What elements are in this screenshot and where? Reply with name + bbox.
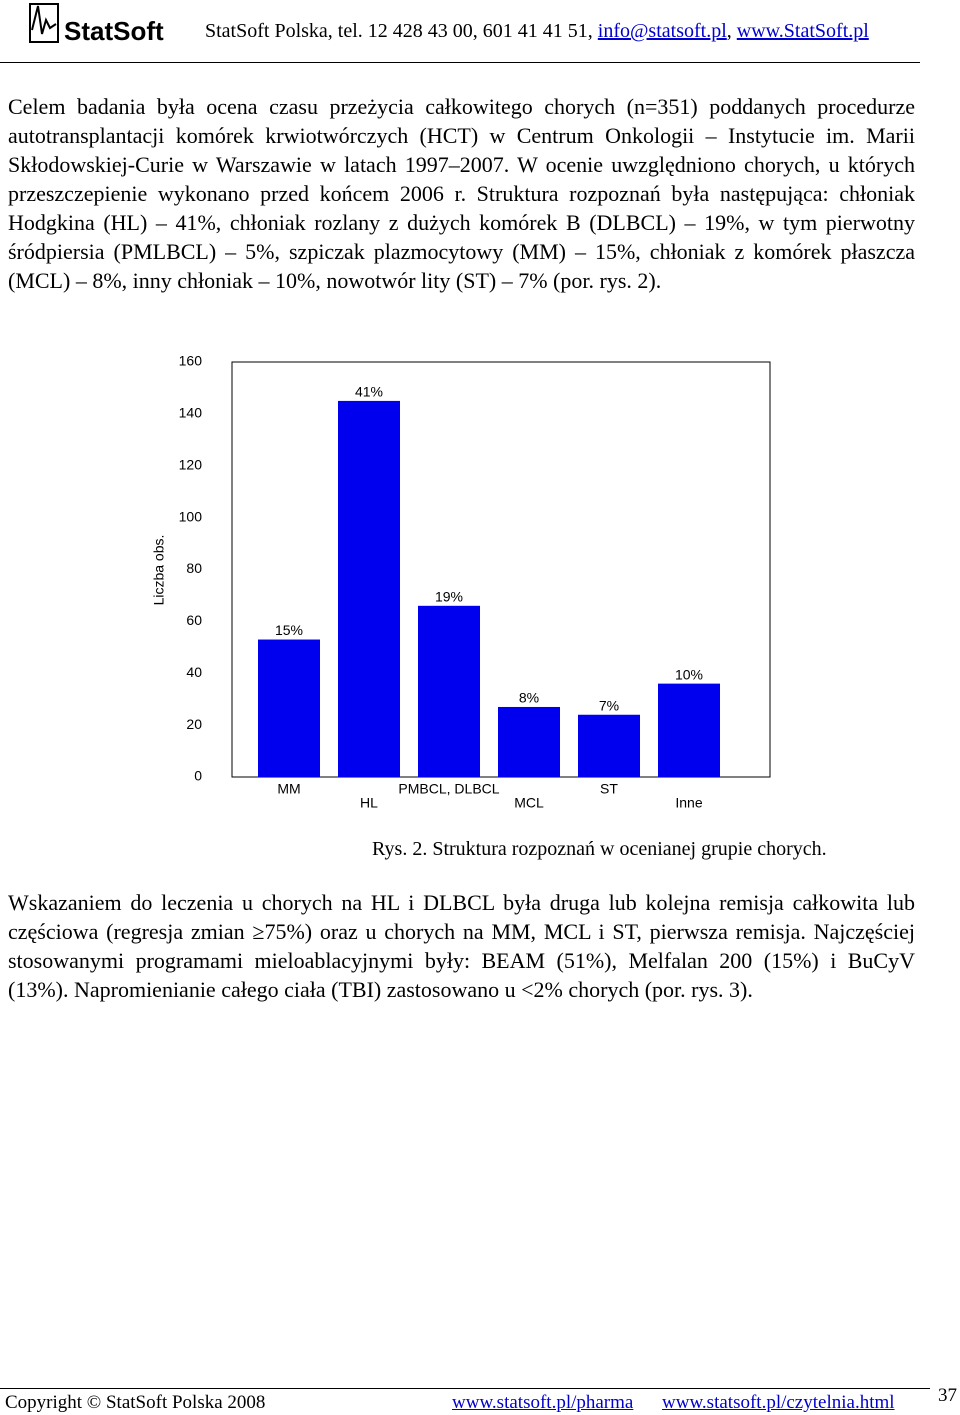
- value-label: 10%: [675, 666, 703, 682]
- logo-text: StatSoft: [64, 16, 164, 46]
- bar: [258, 639, 320, 777]
- y-tick-label: 20: [186, 716, 202, 732]
- bar: [578, 714, 640, 777]
- website-link[interactable]: www.StatSoft.pl: [736, 20, 869, 42]
- y-tick-label: 40: [186, 664, 202, 680]
- y-tick-label: 80: [186, 560, 202, 576]
- chart: Liczba obs. 0 20 40 60 80 100 120 140 160 15% MM 41…: [151, 353, 771, 811]
- bar: [338, 400, 400, 777]
- value-label: 15%: [275, 622, 303, 638]
- contact: StatSoft Polska, tel. 12 428 43 00, 601 …: [205, 20, 593, 42]
- value-label: 19%: [435, 589, 463, 605]
- figure-caption: Rys. 2. Struktura rozpoznań w ocenianej …: [372, 838, 827, 860]
- x-tick-label: HL: [360, 795, 378, 811]
- page-number: 37: [938, 1385, 957, 1406]
- y-tick-label: 160: [179, 353, 203, 369]
- value-label: 7%: [599, 697, 619, 713]
- y-tick-label: 100: [179, 508, 203, 524]
- y-tick-label: 120: [179, 456, 203, 472]
- x-tick-label: Inne: [675, 795, 702, 811]
- email-link[interactable]: info@statsoft.pl: [597, 20, 727, 42]
- separator: ,: [726, 20, 732, 42]
- y-axis-label: Liczba obs.: [151, 535, 167, 606]
- footer-link[interactable]: www.statsoft.pl/czytelnia.html: [662, 1392, 895, 1413]
- x-tick-label: ST: [600, 781, 618, 797]
- header-contact: StatSoft Polska, tel. 12 428 43 00, 601 …: [205, 20, 869, 43]
- bar: [418, 605, 480, 777]
- value-label: 41%: [355, 384, 383, 400]
- bar: [658, 683, 720, 777]
- x-tick-label: MM: [277, 781, 300, 797]
- paragraph: Wskazaniem do leczenia u chorych na HL i…: [8, 890, 915, 1002]
- x-tick-label: MCL: [514, 795, 544, 811]
- footer-link[interactable]: www.statsoft.pl/pharma: [452, 1392, 634, 1413]
- copyright: Copyright © StatSoft Polska 2008: [5, 1392, 266, 1413]
- y-tick-label: 140: [179, 405, 203, 421]
- header-rule: [0, 62, 920, 63]
- footer-rule: [0, 1388, 930, 1389]
- paragraph: Celem badania była ocena czasu przeżycia…: [8, 94, 915, 293]
- y-tick-label: 0: [194, 768, 202, 784]
- x-tick-label: PMBCL, DLBCL: [398, 781, 499, 797]
- logo-icon: [29, 3, 59, 43]
- y-tick-label: 60: [186, 612, 202, 628]
- value-label: 8%: [519, 690, 539, 706]
- bar: [498, 706, 560, 777]
